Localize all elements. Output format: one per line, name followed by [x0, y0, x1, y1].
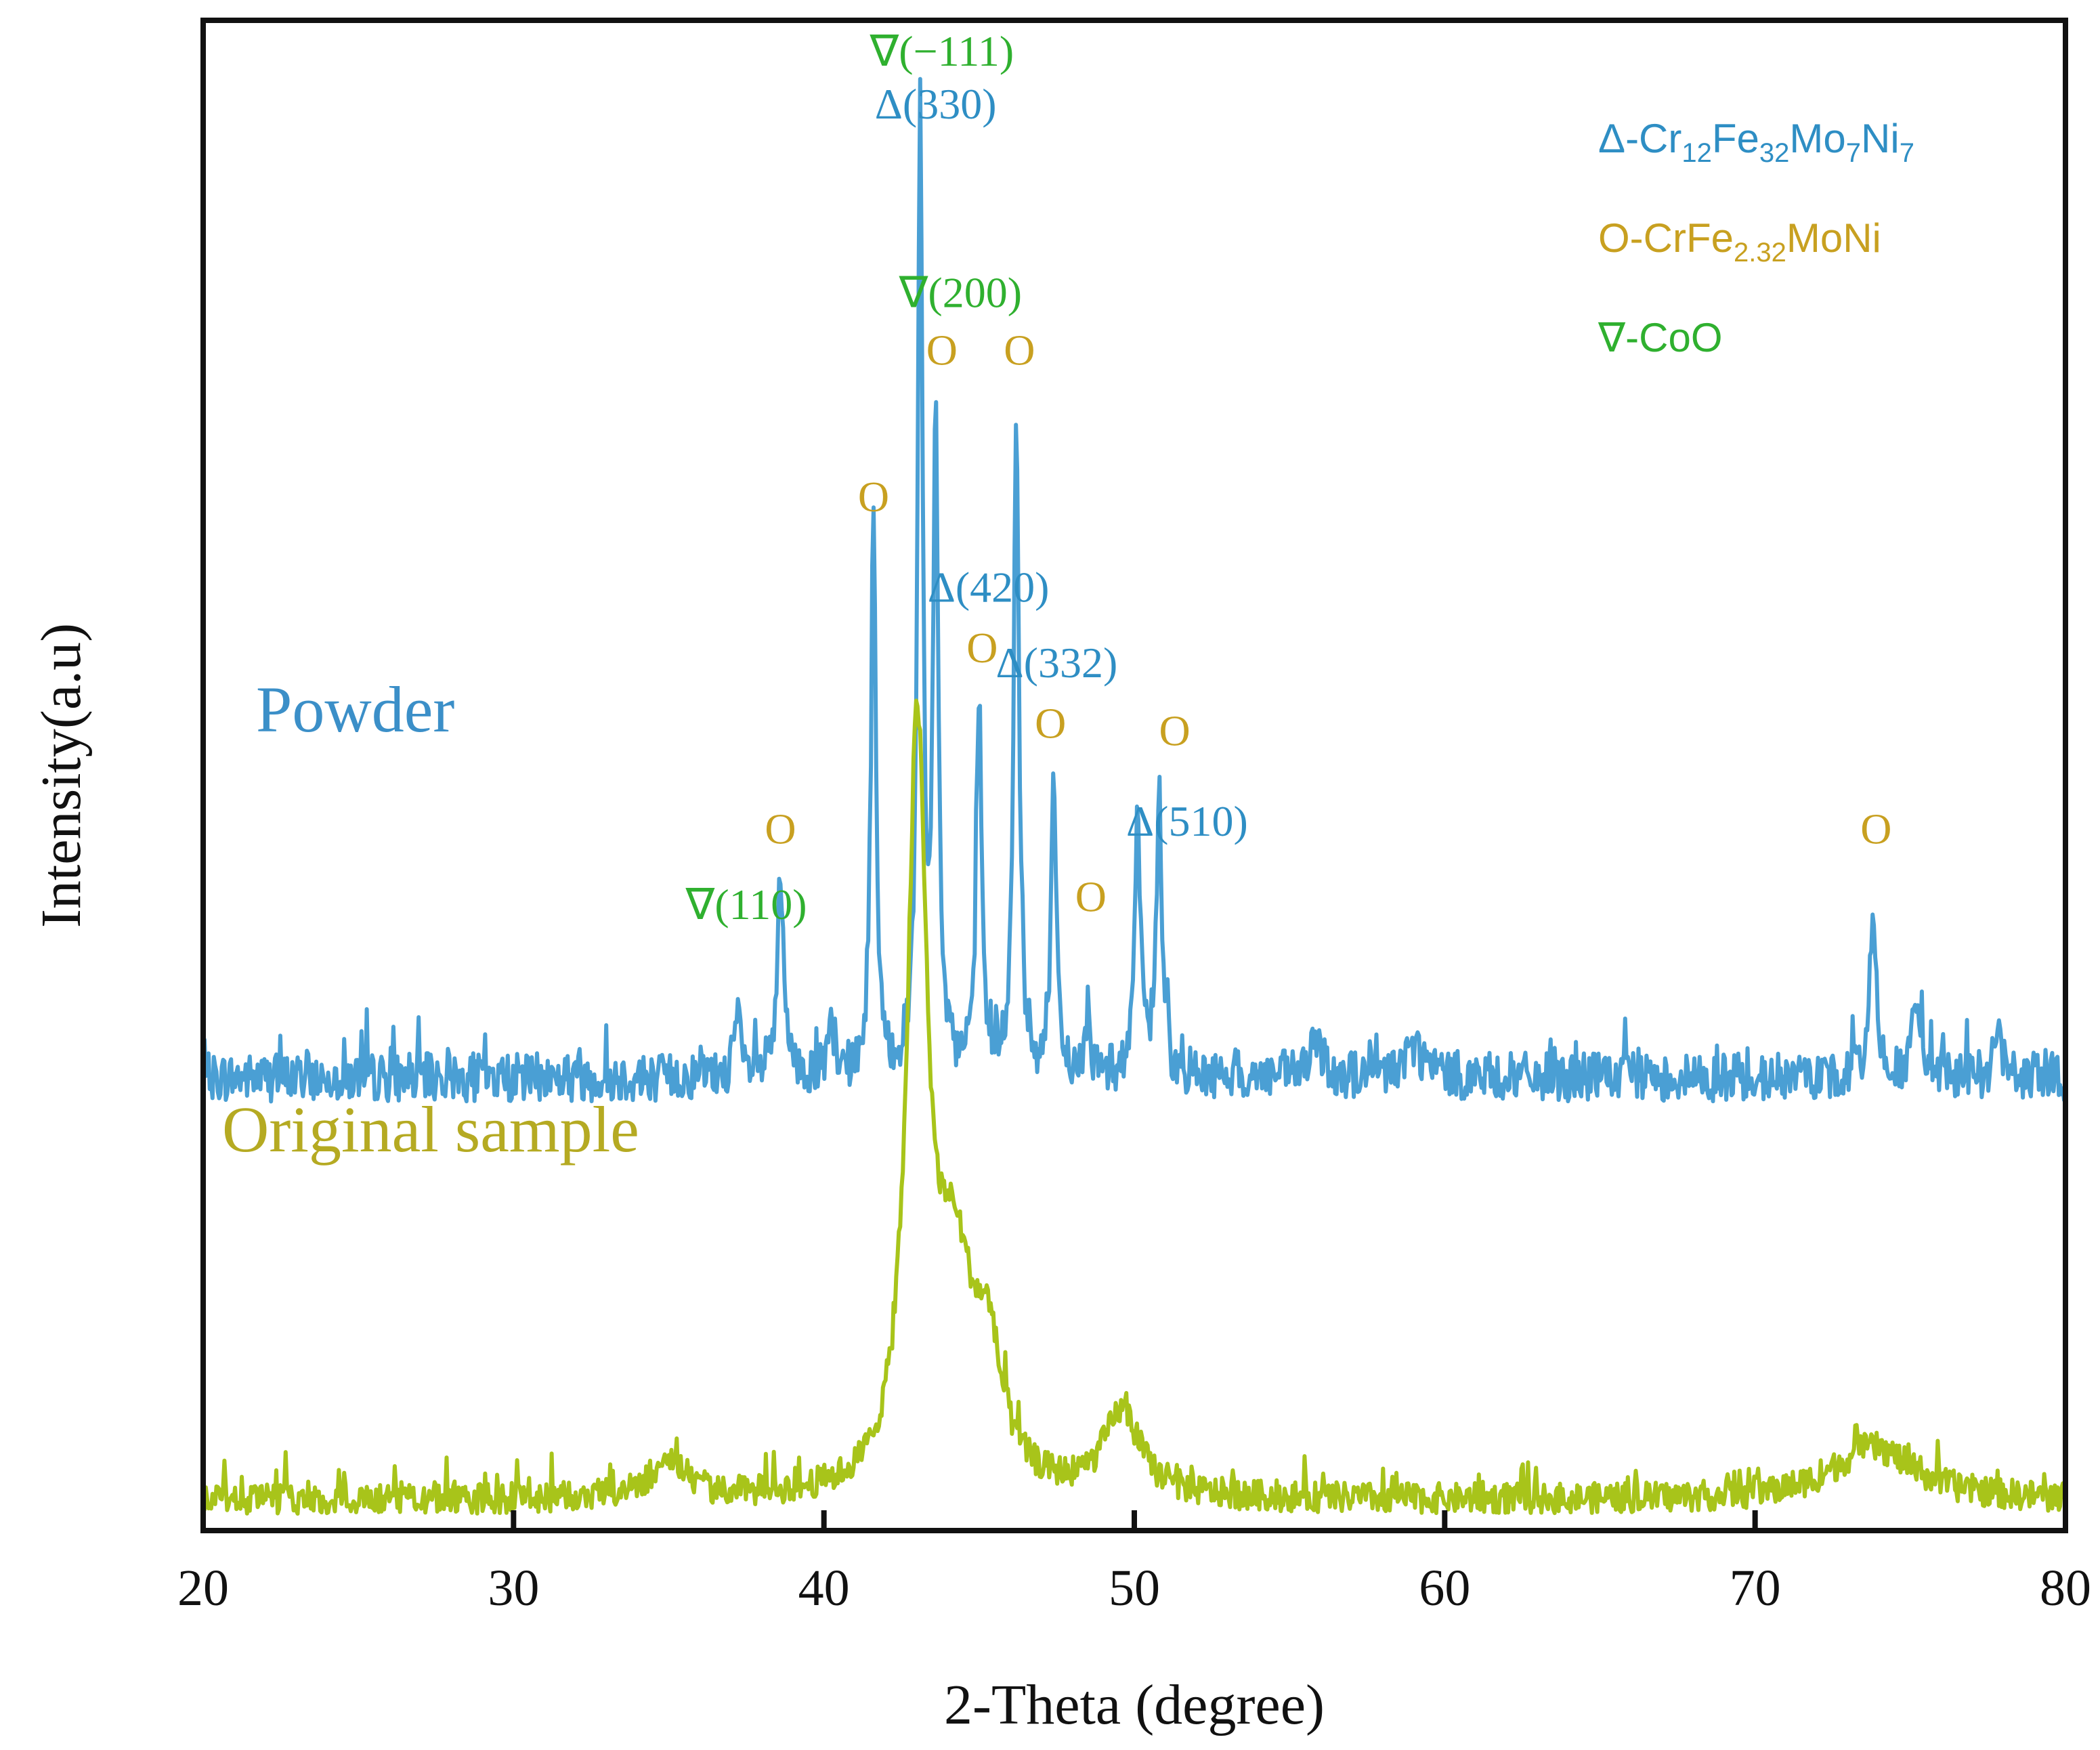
- peak-annotation-nabla: ∇(200): [899, 269, 1022, 317]
- peak-annotation-nabla: ∇(110): [685, 880, 807, 929]
- peak-annotation-circle: O: [1004, 326, 1035, 374]
- original-series-line: [201, 698, 2067, 1516]
- x-tick-label: 30: [488, 1560, 539, 1617]
- series-layer: [201, 77, 2067, 1516]
- peak-annotation-delta: Δ(420): [928, 563, 1050, 612]
- peak-annotation-circle: O: [765, 805, 796, 853]
- x-ticks: 20 30 40 50 60 70 80: [177, 1510, 2091, 1617]
- peak-annotation-delta: Δ(332): [996, 639, 1118, 687]
- peak-annotation-circle: O: [926, 326, 958, 374]
- original-series-label: Original sample: [222, 1093, 639, 1166]
- x-tick-label: 60: [1419, 1560, 1470, 1617]
- x-tick-label: 50: [1109, 1560, 1160, 1617]
- peak-annotation-nabla: ∇(−111): [869, 27, 1014, 75]
- peak-annotation-circle: O: [1035, 699, 1066, 747]
- legend-entry-delta: Δ-Cr12Fe32Mo7Ni7: [1598, 116, 1914, 168]
- legend: Δ-Cr12Fe32Mo7Ni7 O-CrFe2.32MoNi ∇-CoO: [1598, 116, 1914, 360]
- powder-series-line: [201, 77, 2067, 1104]
- x-tick-label: 80: [2040, 1560, 2091, 1617]
- legend-entry-nabla: ∇-CoO: [1598, 315, 1723, 360]
- peak-annotation-circle: O: [966, 624, 998, 672]
- peak-annotation-circle: O: [1075, 873, 1107, 921]
- y-axis-title: Intensity(a.u): [30, 623, 93, 928]
- legend-entry-circle: O-CrFe2.32MoNi: [1598, 215, 1881, 268]
- peak-annotation-circle: O: [1159, 706, 1190, 754]
- peak-annotation-delta: Δ(510): [1126, 797, 1248, 845]
- x-tick-label: 70: [1730, 1560, 1781, 1617]
- x-axis-title: 2-Theta (degree): [944, 1673, 1325, 1736]
- peak-annotation-delta: Δ(330): [875, 80, 997, 128]
- powder-series-label: Powder: [256, 673, 454, 746]
- x-tick-label: 20: [177, 1560, 229, 1617]
- peak-annotations: ∇(−111)Δ(330)∇(200)O OOΔ(420)OΔ(332)O OΔ(5…: [685, 27, 1892, 929]
- peak-annotation-circle: O: [1860, 805, 1891, 853]
- peak-annotation-circle: O: [858, 473, 889, 521]
- x-tick-label: 40: [798, 1560, 850, 1617]
